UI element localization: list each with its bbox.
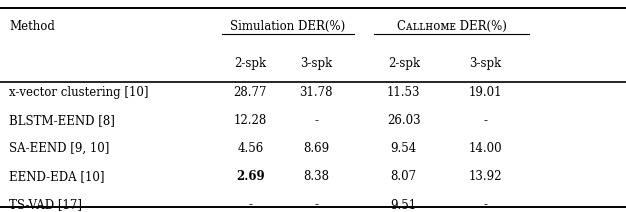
Text: Simulation DER(%): Simulation DER(%) xyxy=(230,20,346,33)
Text: 9.51: 9.51 xyxy=(391,198,417,212)
Text: -: - xyxy=(314,114,318,127)
Text: BLSTM-EEND [8]: BLSTM-EEND [8] xyxy=(9,114,115,127)
Text: -: - xyxy=(314,198,318,212)
Text: x-vector clustering [10]: x-vector clustering [10] xyxy=(9,86,149,99)
Text: 26.03: 26.03 xyxy=(387,114,421,127)
Text: 11.53: 11.53 xyxy=(387,86,421,99)
Text: -: - xyxy=(249,198,252,212)
Text: 3-spk: 3-spk xyxy=(300,57,332,70)
Text: 14.00: 14.00 xyxy=(468,142,502,155)
Text: 12.28: 12.28 xyxy=(233,114,267,127)
Text: 13.92: 13.92 xyxy=(468,170,502,183)
Text: TS-VAD [17]: TS-VAD [17] xyxy=(9,198,83,212)
Text: 3-spk: 3-spk xyxy=(469,57,501,70)
Text: Cᴀʟʟʜᴏᴍᴇ DER(%): Cᴀʟʟʜᴏᴍᴇ DER(%) xyxy=(397,20,506,33)
Text: 2-spk: 2-spk xyxy=(387,57,420,70)
Text: 2.69: 2.69 xyxy=(236,170,265,183)
Text: 2-spk: 2-spk xyxy=(234,57,267,70)
Text: 8.38: 8.38 xyxy=(303,170,329,183)
Text: 31.78: 31.78 xyxy=(299,86,333,99)
Text: 8.69: 8.69 xyxy=(303,142,329,155)
Text: -: - xyxy=(483,114,487,127)
Text: SA-EEND [9, 10]: SA-EEND [9, 10] xyxy=(9,142,110,155)
Text: 8.07: 8.07 xyxy=(391,170,417,183)
Text: -: - xyxy=(483,198,487,212)
Text: 19.01: 19.01 xyxy=(468,86,502,99)
Text: 4.56: 4.56 xyxy=(237,142,264,155)
Text: 9.54: 9.54 xyxy=(391,142,417,155)
Text: Method: Method xyxy=(9,20,55,33)
Text: 28.77: 28.77 xyxy=(233,86,267,99)
Text: EEND-EDA [10]: EEND-EDA [10] xyxy=(9,170,105,183)
